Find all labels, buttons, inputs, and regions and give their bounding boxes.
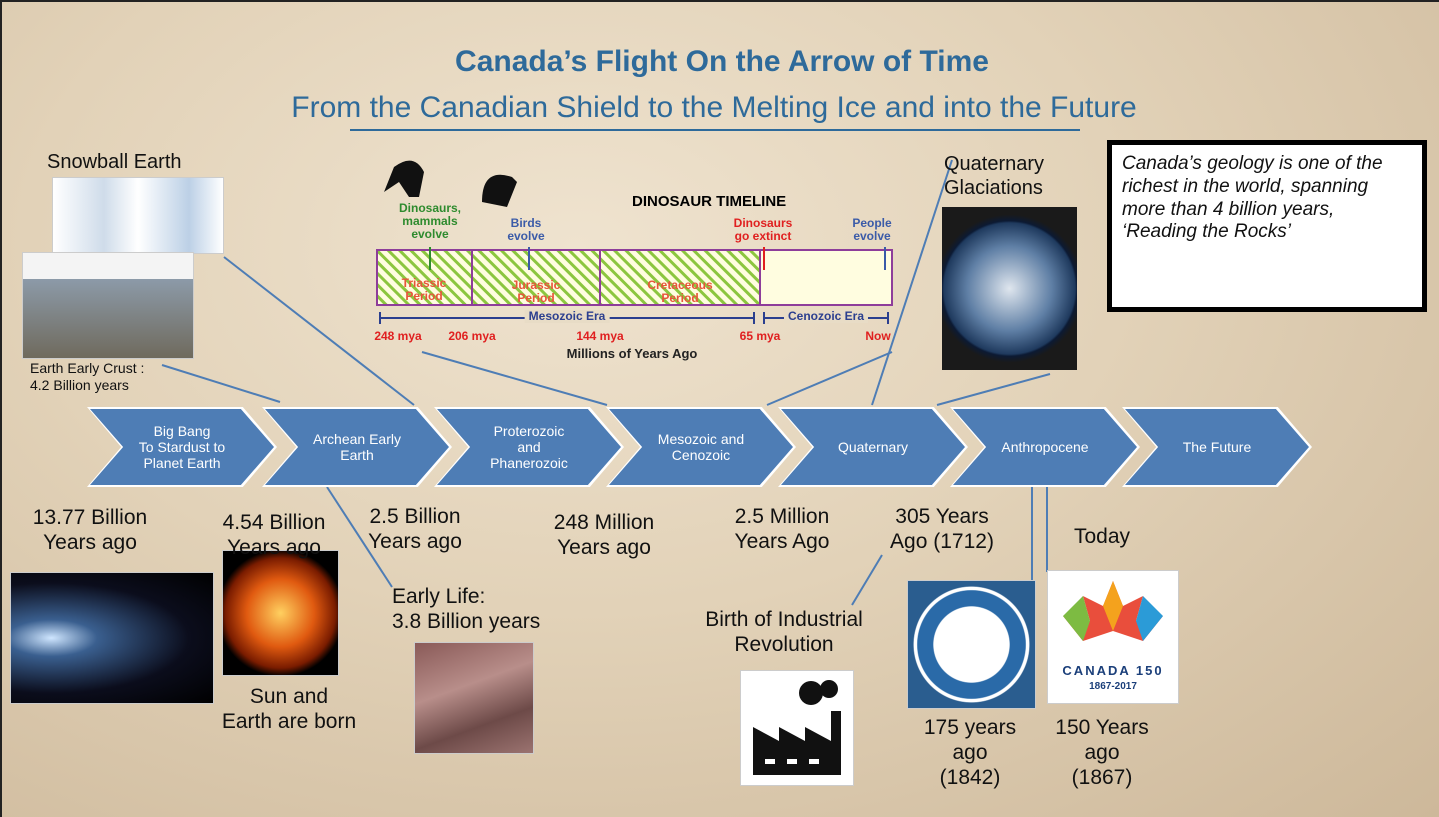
body: Canada’s Flight On the Arrow of Time Fro… <box>0 0 1439 817</box>
dino-tick: 248 mya <box>374 330 421 343</box>
dino-era: Cenozoic Era <box>784 310 868 323</box>
dino-era: Mesozoic Era <box>525 310 610 323</box>
dino-event: Dinosaurs, mammals evolve <box>399 202 461 242</box>
dino-event: People evolve <box>852 217 891 243</box>
page: Canada's Flight On the Arrow of Time { "… <box>0 0 1439 817</box>
slide: Canada’s Flight On the Arrow of Time Fro… <box>0 0 1439 817</box>
bird-icon <box>482 175 517 207</box>
dino-event: Dinosaurs go extinct <box>734 217 793 243</box>
dino-event: Birds evolve <box>507 217 544 243</box>
dino-period: Jurassic Period <box>512 279 561 305</box>
dino-tick: 206 mya <box>448 330 495 343</box>
dino-icon <box>384 161 424 197</box>
dino-period: Cretaceous Period <box>647 279 712 305</box>
dino-title: DINOSAUR TIMELINE <box>632 194 786 211</box>
dino-tick: Now <box>865 330 890 343</box>
dino-graphic <box>2 2 1439 817</box>
dino-tick: 144 mya <box>576 330 623 343</box>
dino-tick: 65 mya <box>740 330 781 343</box>
dino-period: Triassic Period <box>402 277 447 303</box>
dino-axis-label: Millions of Years Ago <box>567 347 698 361</box>
